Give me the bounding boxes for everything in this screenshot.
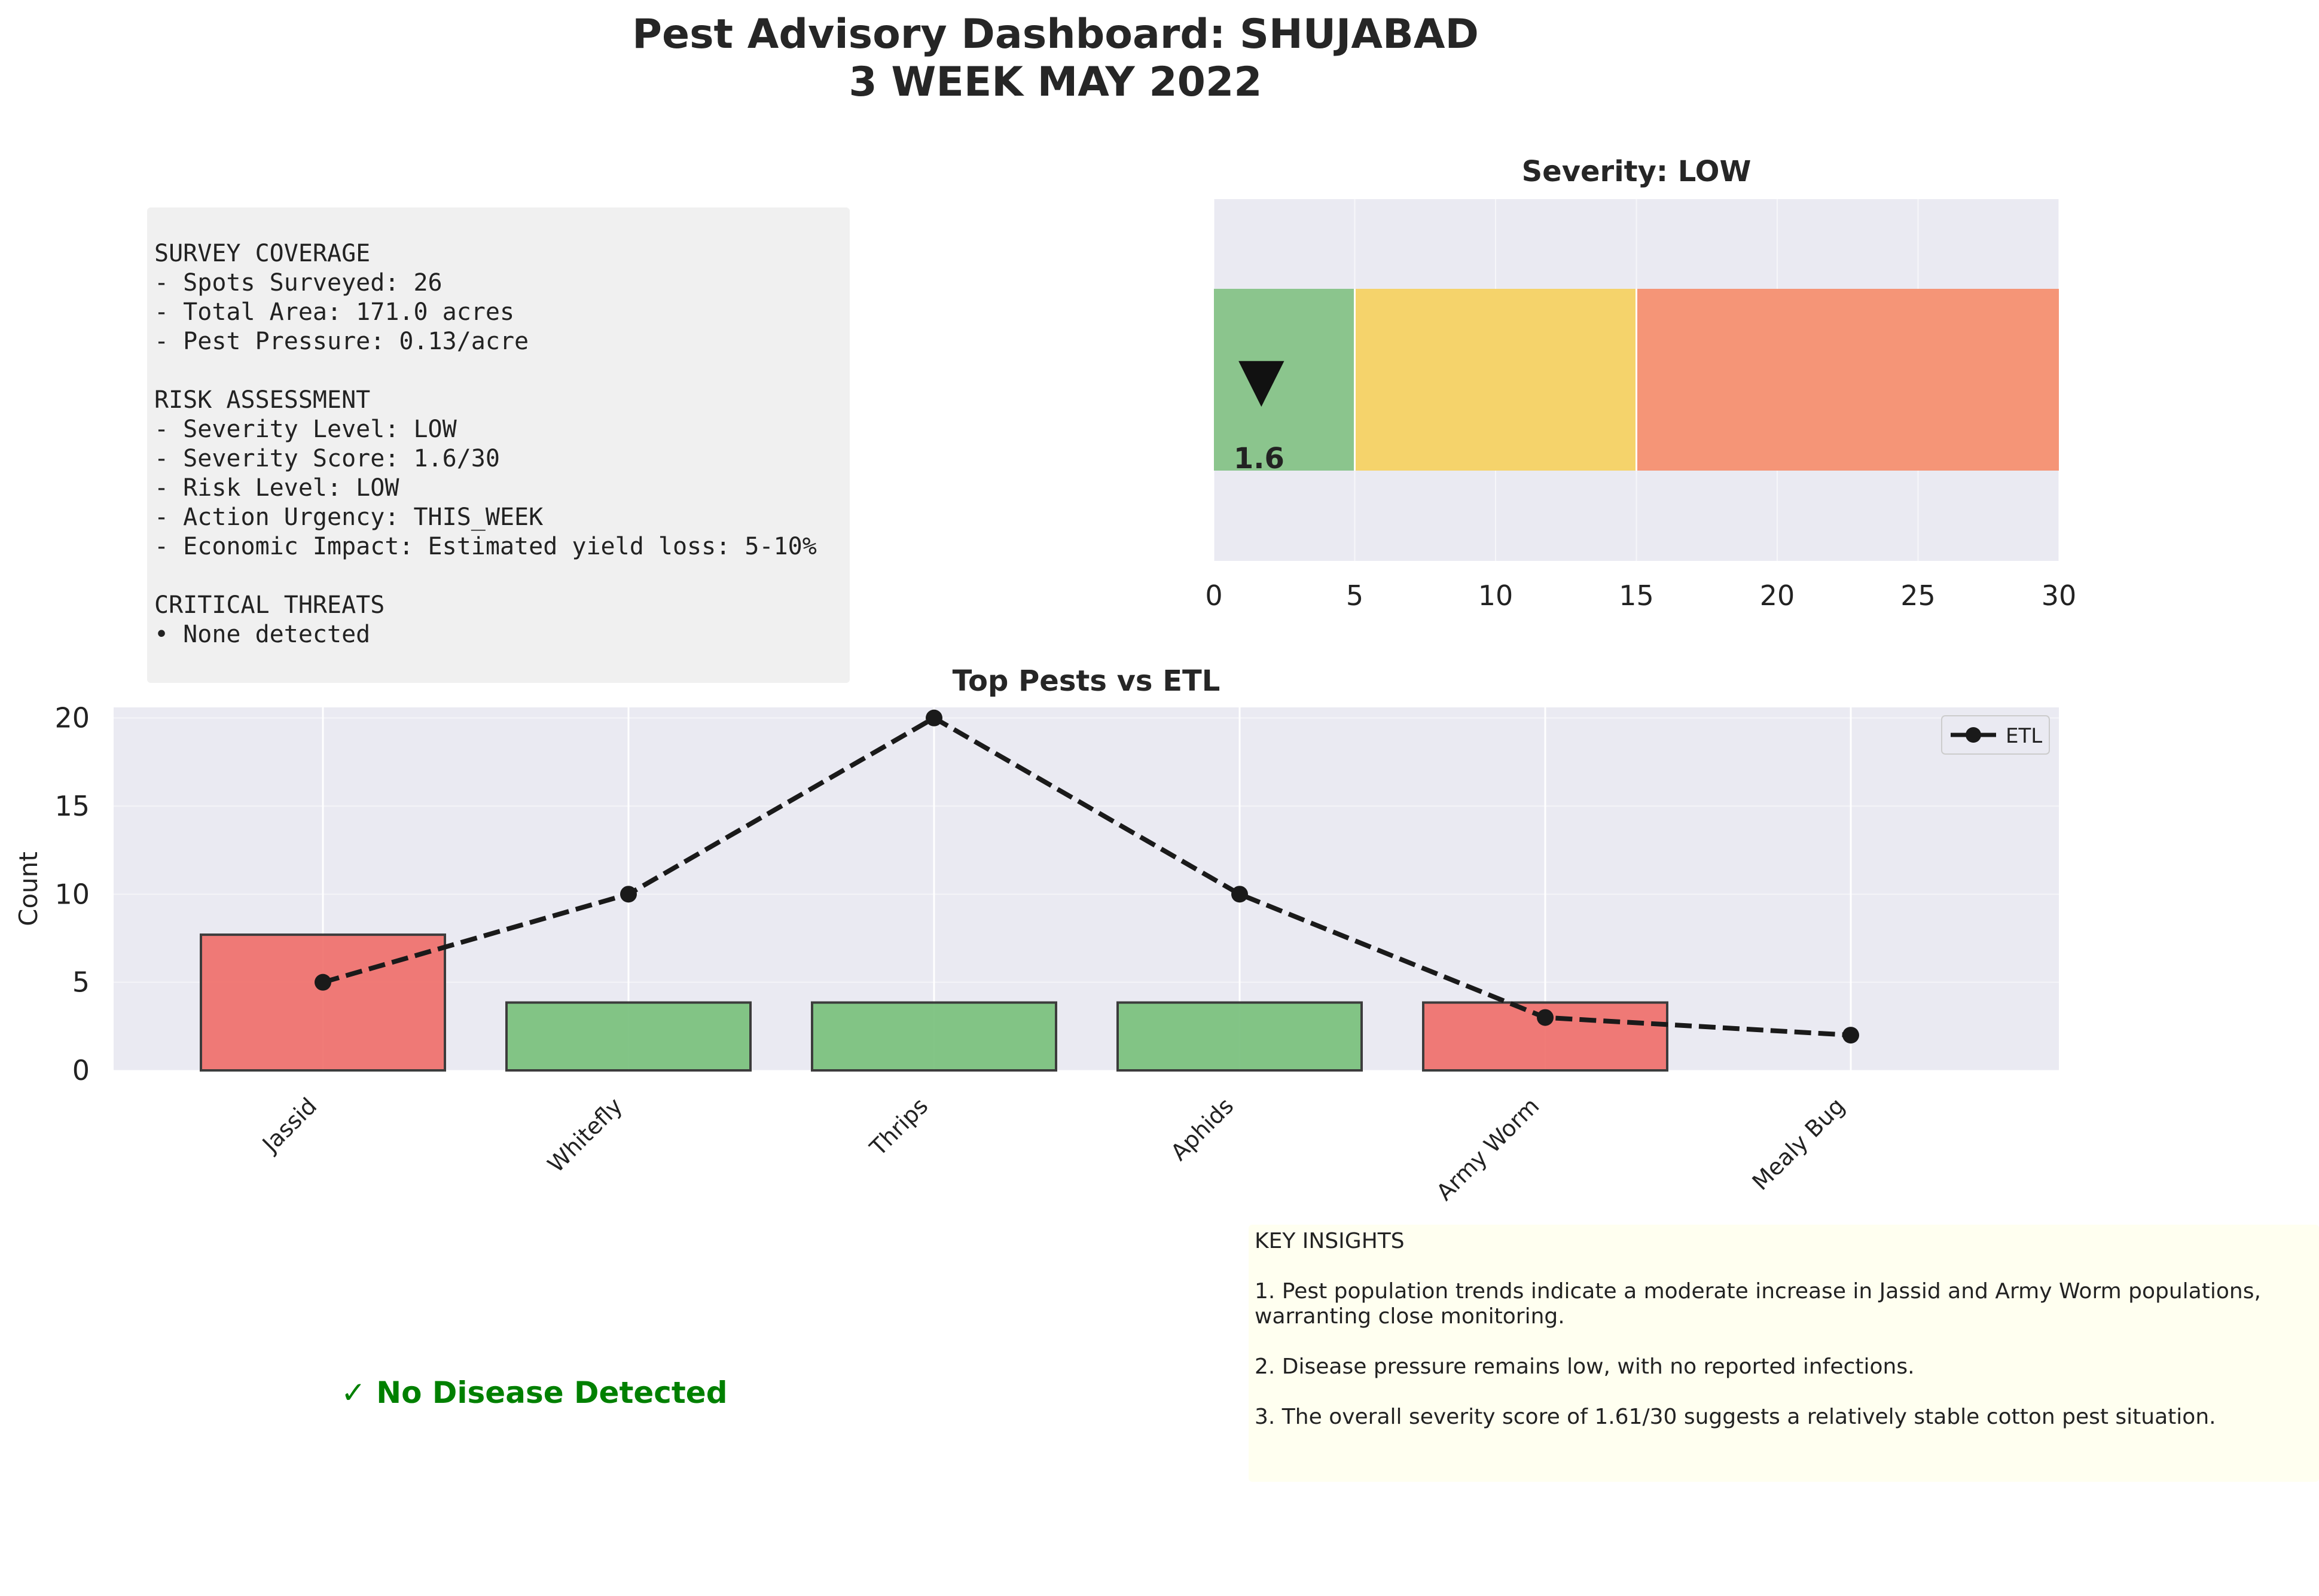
chart-title: Top Pests vs ETL bbox=[953, 664, 1220, 698]
insight-item: 2. Disease pressure remains low, with no… bbox=[1255, 1354, 1915, 1379]
gauge-tick-label: 5 bbox=[1346, 579, 1363, 612]
y-tick-label: 15 bbox=[54, 790, 90, 822]
insight-item: 3. The overall severity score of 1.61/30… bbox=[1255, 1405, 2216, 1429]
legend-label: ETL bbox=[2006, 724, 2042, 748]
summary-panel bbox=[147, 207, 850, 683]
y-axis-label: Count bbox=[14, 852, 43, 926]
bar bbox=[505, 1001, 752, 1072]
gauge-tick-label: 25 bbox=[1900, 579, 1936, 612]
insights-text: KEY INSIGHTS 1. Pest population trends i… bbox=[1255, 1229, 2313, 1455]
y-tick-label: 20 bbox=[54, 702, 90, 734]
title-line-1: Pest Advisory Dashboard: SHUJABAD bbox=[632, 11, 1479, 58]
insights-heading: KEY INSIGHTS bbox=[1255, 1229, 1405, 1253]
gauge-title: Severity: LOW bbox=[1522, 155, 1752, 188]
legend-etl-marker bbox=[1966, 727, 1981, 743]
bar bbox=[1116, 1001, 1363, 1072]
y-tick-label: 10 bbox=[54, 878, 90, 910]
gauge-tick-label: 0 bbox=[1205, 579, 1222, 612]
etl-line bbox=[322, 715, 1851, 1038]
x-tick-label: Jassid bbox=[257, 1093, 322, 1158]
gauge-marker: ▼ bbox=[1238, 344, 1284, 414]
title-line-2: 3 WEEK MAY 2022 bbox=[849, 59, 1262, 106]
etl-point bbox=[620, 886, 637, 903]
dashboard-title: Pest Advisory Dashboard: SHUJABAD 3 WEEK… bbox=[0, 11, 2111, 106]
chart-legend: ETL bbox=[1941, 715, 2050, 755]
summary-text: SURVEY COVERAGE - Spots Surveyed: 26 - T… bbox=[154, 240, 817, 648]
insight-item: 1. Pest population trends indicate a mod… bbox=[1255, 1279, 2261, 1329]
insights-panel bbox=[1249, 1225, 2319, 1482]
gauge-tick-label: 30 bbox=[2042, 579, 2077, 612]
etl-point bbox=[1842, 1027, 1859, 1044]
gauge-value-label: 1.6 bbox=[1234, 442, 1284, 475]
x-tick-label: Thrips bbox=[865, 1093, 933, 1161]
gauge-zone bbox=[1636, 289, 2059, 471]
etl-point bbox=[1537, 1009, 1554, 1026]
gauge-tick-label: 20 bbox=[1760, 579, 1795, 612]
pest-etl-chart: 0 5 10 15 20 Jassid Whitefly Thrips Aphids Army W… bbox=[14, 664, 2059, 1206]
etl-point bbox=[1231, 886, 1248, 903]
severity-gauge: ▼ 1.6 0 5 10 15 20 25 30 Severity: LOW bbox=[1205, 155, 2077, 612]
x-tick-label: Whitefly bbox=[542, 1093, 627, 1177]
bar bbox=[200, 933, 446, 1072]
gauge-tick-label: 15 bbox=[1619, 579, 1654, 612]
no-disease-message: ✓ No Disease Detected bbox=[341, 1375, 728, 1410]
etl-point bbox=[926, 709, 942, 727]
gauge-tick-label: 10 bbox=[1478, 579, 1514, 612]
x-tick-label: Mealy Bug bbox=[1747, 1093, 1850, 1195]
y-tick-label: 0 bbox=[72, 1054, 90, 1087]
gauge-zone bbox=[1214, 289, 1355, 471]
x-tick-label: Aphids bbox=[1165, 1093, 1238, 1165]
gauge-zone bbox=[1354, 289, 1637, 471]
x-tick-label: Army Worm bbox=[1431, 1093, 1544, 1206]
bar bbox=[811, 1001, 1057, 1072]
y-tick-label: 5 bbox=[72, 966, 90, 999]
etl-point bbox=[315, 974, 331, 991]
